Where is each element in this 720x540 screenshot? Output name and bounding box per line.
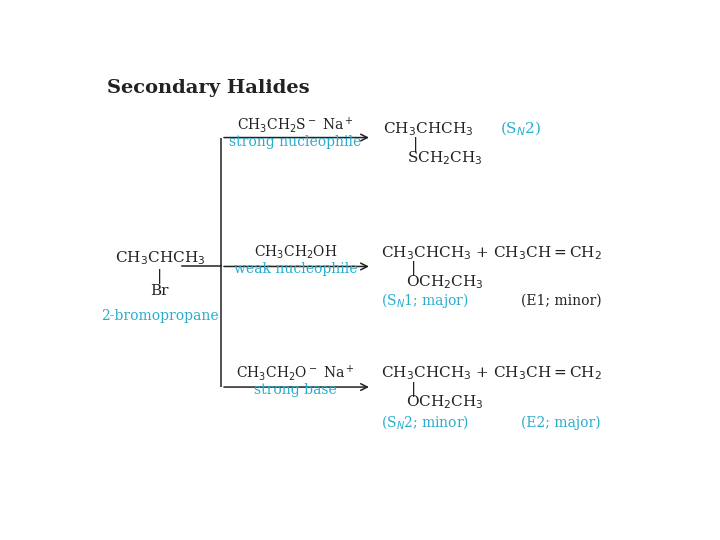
Text: (S$_N$2): (S$_N$2): [500, 120, 541, 138]
Text: strong nucleophile: strong nucleophile: [229, 134, 361, 149]
Text: CH$_3$CHCH$_3$ + CH$_3$CH$=$CH$_2$: CH$_3$CHCH$_3$ + CH$_3$CH$=$CH$_2$: [382, 244, 603, 261]
Text: CH$_3$CHCH$_3$: CH$_3$CHCH$_3$: [114, 249, 205, 267]
Text: (S$_N$1; major): (S$_N$1; major): [382, 291, 469, 310]
Text: CH$_3$CHCH$_3$ + CH$_3$CH$=$CH$_2$: CH$_3$CHCH$_3$ + CH$_3$CH$=$CH$_2$: [382, 364, 603, 382]
Text: CH$_3$CH$_2$S$^-$ Na$^+$: CH$_3$CH$_2$S$^-$ Na$^+$: [237, 115, 354, 135]
Text: 2-bromopropane: 2-bromopropane: [101, 309, 219, 323]
Text: CH$_3$CHCH$_3$: CH$_3$CHCH$_3$: [383, 120, 473, 138]
Text: |: |: [411, 382, 416, 396]
Text: |: |: [413, 137, 418, 152]
Text: CH$_3$CH$_2$O$^-$ Na$^+$: CH$_3$CH$_2$O$^-$ Na$^+$: [236, 363, 355, 383]
Text: Br: Br: [150, 285, 169, 299]
Text: |: |: [157, 269, 163, 285]
Text: (E2; major): (E2; major): [521, 415, 601, 430]
Text: OCH$_2$CH$_3$: OCH$_2$CH$_3$: [406, 394, 484, 411]
Text: (S$_N$2; minor): (S$_N$2; minor): [382, 414, 469, 431]
Text: weak nucleophile: weak nucleophile: [233, 262, 357, 276]
Text: SCH$_2$CH$_3$: SCH$_2$CH$_3$: [407, 150, 482, 167]
Text: CH$_3$CH$_2$OH: CH$_3$CH$_2$OH: [253, 244, 337, 261]
Text: |: |: [411, 261, 416, 276]
Text: OCH$_2$CH$_3$: OCH$_2$CH$_3$: [406, 273, 484, 291]
Text: (E1; minor): (E1; minor): [521, 294, 602, 308]
Text: Secondary Halides: Secondary Halides: [107, 79, 310, 97]
Text: strong base: strong base: [254, 383, 337, 397]
